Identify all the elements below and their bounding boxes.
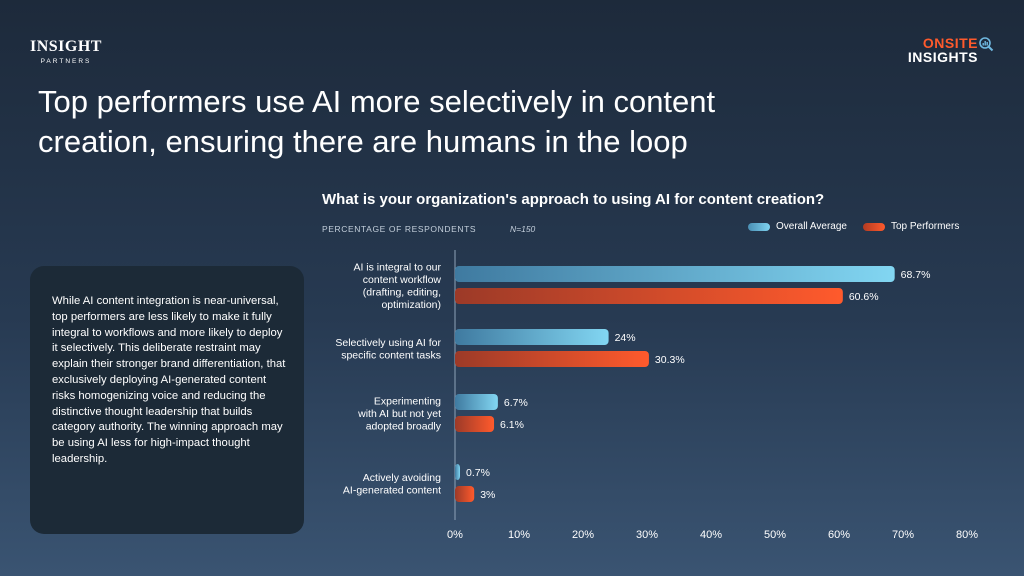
bar-overall <box>455 266 895 282</box>
magnifier-chart-icon <box>979 37 994 52</box>
logo-left-line2: PARTNERS <box>40 58 92 65</box>
legend-label-overall: Overall Average <box>776 221 847 232</box>
x-tick-label: 50% <box>764 529 786 541</box>
data-label: 6.7% <box>504 397 528 409</box>
x-tick-label: 70% <box>892 529 914 541</box>
bar-top <box>455 486 475 502</box>
bar-top <box>455 351 649 367</box>
legend-swatch-overall <box>748 222 770 231</box>
bar-overall <box>455 394 498 410</box>
onsite-insights-logo: ONSITE INSIGHTS <box>907 35 994 65</box>
x-tick-label: 30% <box>636 529 658 541</box>
logo-right-line1: ONSITE <box>922 35 978 51</box>
chart-title: What is your organization's approach to … <box>322 191 825 208</box>
data-label: 68.7% <box>901 269 931 281</box>
chart-ylabel: PERCENTAGE OF RESPONDENTS <box>322 224 477 234</box>
legend-swatch-top <box>862 222 885 231</box>
insight-partners-logo: INSIGHT PARTNERS <box>30 38 102 65</box>
logo-right-line2: INSIGHTS <box>907 49 978 65</box>
x-tick-label: 10% <box>508 529 530 541</box>
data-label: 24% <box>615 332 636 344</box>
bar-overall <box>455 329 609 345</box>
page-headline: Top performers use AI more selectively i… <box>38 84 716 159</box>
logo-left-line1: INSIGHT <box>30 38 102 55</box>
bar-top <box>455 288 843 304</box>
category-label: Actively avoiding AI-generated content <box>343 472 441 497</box>
insight-text-panel: While AI content integration is near-uni… <box>30 266 304 534</box>
data-label: 30.3% <box>655 354 685 366</box>
data-label: 6.1% <box>500 419 524 431</box>
bar-overall <box>455 464 460 480</box>
category-label: AI is integral to our content workflow (dr… <box>353 261 441 311</box>
bar-top <box>455 416 495 432</box>
data-label: 0.7% <box>466 467 490 479</box>
data-label: 3% <box>480 489 495 501</box>
legend-label-top: Top Performers <box>890 221 960 232</box>
x-tick-label: 40% <box>700 529 722 541</box>
x-tick-label: 0% <box>447 529 463 541</box>
chart-legend: Overall Average Top Performers <box>748 221 975 232</box>
legend-item-overall: Overall Average <box>748 221 847 232</box>
sample-size-note: N=150 <box>510 224 536 234</box>
category-label: Experimenting with AI but not yet adopted … <box>357 396 442 433</box>
x-tick-label: 60% <box>828 529 850 541</box>
x-tick-label: 20% <box>572 529 594 541</box>
data-label: 60.6% <box>849 291 879 303</box>
panel-text: While AI content integration is near-uni… <box>52 295 286 465</box>
legend-item-top: Top Performers <box>862 221 960 232</box>
category-label: Selectively using AI for specific content… <box>335 337 441 362</box>
x-tick-label: 80% <box>956 529 978 541</box>
